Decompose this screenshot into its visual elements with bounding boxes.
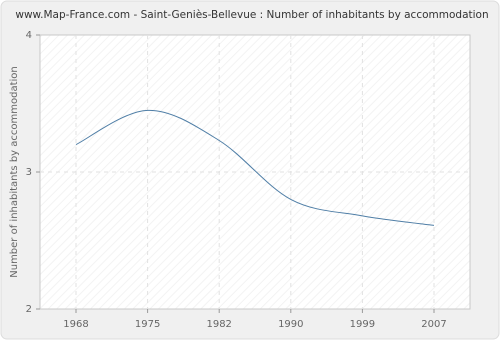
y-axis-label: Number of inhabitants by accommodation — [9, 66, 20, 278]
x-tick-label: 1999 — [350, 319, 375, 330]
plot-area — [39, 34, 471, 310]
x-tick-label: 1968 — [63, 319, 88, 330]
y-tick-label: 4 — [26, 30, 32, 41]
x-tick-label: 1982 — [206, 319, 231, 330]
x-tick-label: 1975 — [135, 319, 160, 330]
line — [75, 109, 435, 226]
chart-title: www.Map-France.com - Saint-Geniès-Bellev… — [15, 9, 488, 21]
x-tick-label: 1990 — [278, 319, 303, 330]
y-tick-label: 3 — [26, 167, 32, 178]
x-tick-label: 2007 — [421, 319, 446, 330]
y-tick-label: 2 — [26, 304, 32, 315]
